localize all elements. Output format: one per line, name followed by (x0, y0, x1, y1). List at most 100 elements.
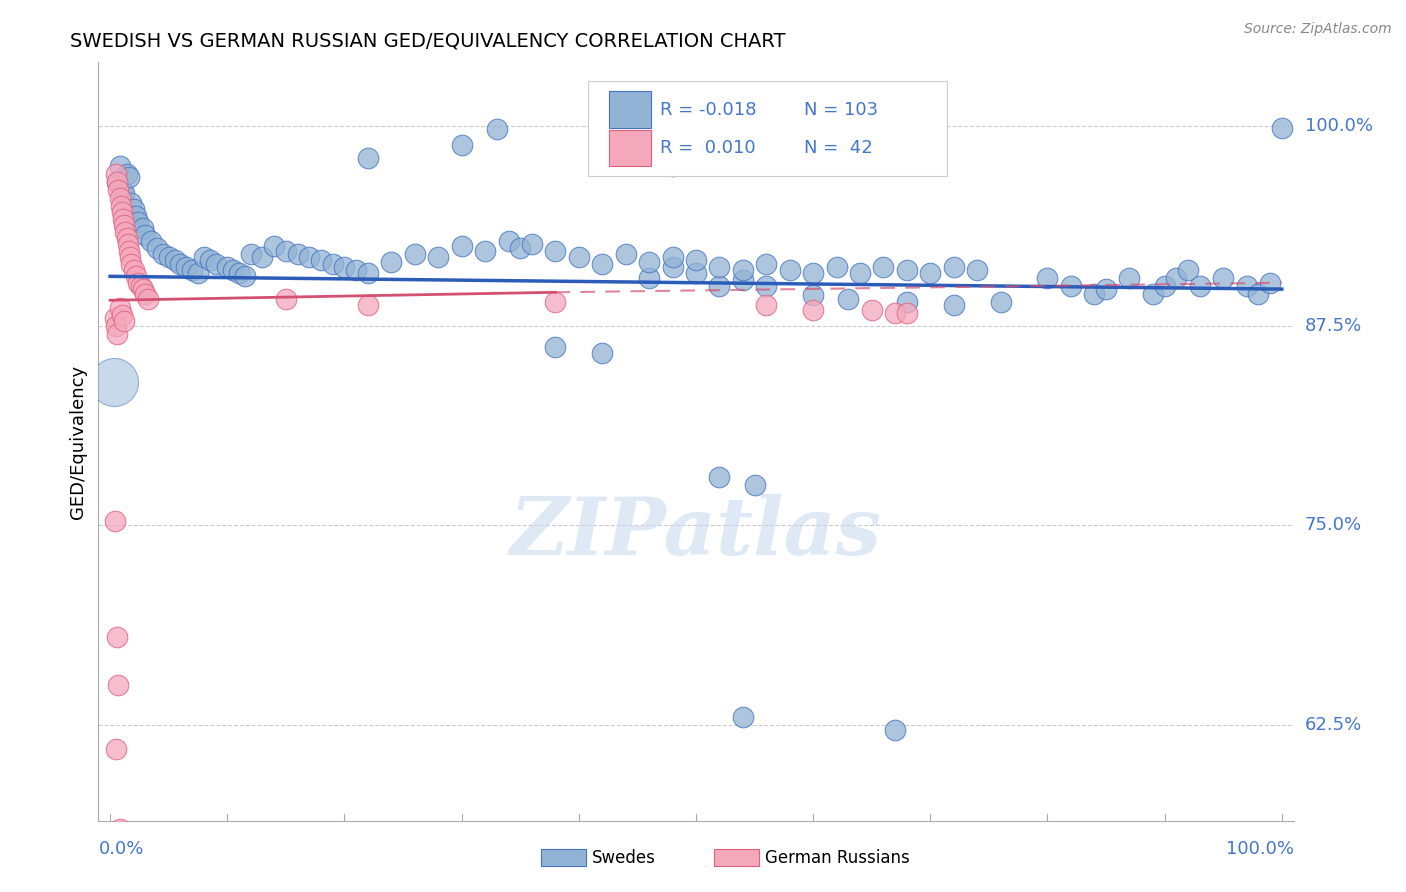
Text: SWEDISH VS GERMAN RUSSIAN GED/EQUIVALENCY CORRELATION CHART: SWEDISH VS GERMAN RUSSIAN GED/EQUIVALENC… (70, 31, 786, 50)
Text: 0.0%: 0.0% (98, 839, 143, 857)
Point (860, 302, 883, 317)
Point (146, 241, 169, 255)
Point (129, 279, 152, 293)
Point (801, 266, 824, 280)
Point (105, 175, 128, 189)
Point (709, 470, 731, 484)
Point (1258, 276, 1281, 290)
Point (685, 143, 707, 157)
Point (322, 256, 344, 270)
Point (193, 250, 215, 264)
Point (801, 302, 824, 317)
Point (222, 263, 245, 277)
Point (263, 239, 285, 253)
Point (105, 318, 128, 333)
Point (125, 269, 148, 284)
Point (127, 276, 149, 290)
Point (357, 151, 380, 165)
Point (105, 326, 128, 341)
Point (252, 250, 274, 264)
Text: 100.0%: 100.0% (1305, 117, 1372, 136)
Point (105, 175, 128, 189)
Point (298, 250, 321, 264)
Point (1095, 282, 1118, 296)
Point (942, 298, 965, 312)
Point (990, 294, 1012, 309)
Point (661, 260, 683, 274)
Point (357, 298, 380, 312)
Point (1118, 271, 1140, 285)
FancyBboxPatch shape (541, 849, 586, 866)
Point (474, 244, 496, 258)
Point (169, 256, 191, 270)
FancyBboxPatch shape (609, 91, 651, 128)
Text: 100.0%: 100.0% (1226, 839, 1294, 857)
Point (134, 286, 156, 301)
Point (239, 247, 262, 261)
Point (755, 256, 778, 270)
Point (1166, 271, 1188, 285)
Point (108, 159, 131, 173)
Point (920, 266, 942, 280)
Point (141, 234, 163, 248)
Y-axis label: GED/Equivalency: GED/Equivalency (69, 365, 87, 518)
Point (755, 279, 778, 293)
Point (709, 279, 731, 293)
Point (115, 167, 138, 181)
Point (274, 292, 297, 306)
Point (132, 221, 155, 235)
Text: Swedes: Swedes (592, 849, 655, 867)
Point (134, 227, 156, 242)
Point (309, 253, 332, 268)
Point (181, 263, 204, 277)
Point (450, 138, 472, 153)
Point (108, 822, 131, 836)
Point (709, 260, 731, 274)
Point (344, 263, 367, 277)
Text: N = 103: N = 103 (804, 101, 877, 119)
Point (779, 263, 801, 277)
Point (122, 263, 145, 277)
Point (107, 678, 129, 692)
Text: 75.0%: 75.0% (1305, 516, 1362, 534)
Point (1060, 279, 1083, 293)
Point (357, 266, 380, 280)
Point (152, 247, 174, 261)
Point (509, 241, 531, 255)
Point (1247, 286, 1270, 301)
Point (1177, 263, 1199, 277)
Point (287, 247, 309, 261)
Point (112, 219, 135, 233)
Point (112, 211, 135, 226)
Point (333, 260, 356, 274)
Point (450, 239, 472, 253)
Point (591, 346, 613, 360)
Text: N =  42: N = 42 (804, 139, 872, 157)
Point (544, 244, 567, 258)
Point (685, 266, 707, 280)
Point (1142, 286, 1164, 301)
Point (103, 375, 125, 389)
FancyBboxPatch shape (609, 129, 651, 166)
Point (661, 159, 683, 173)
Point (204, 256, 226, 270)
Point (638, 255, 661, 269)
Point (112, 186, 135, 201)
Point (884, 723, 907, 737)
FancyBboxPatch shape (714, 849, 759, 866)
Text: Source: ZipAtlas.com: Source: ZipAtlas.com (1244, 22, 1392, 37)
Point (120, 195, 142, 210)
Point (217, 260, 239, 274)
Point (105, 630, 128, 644)
Point (115, 231, 138, 245)
Point (872, 260, 894, 274)
Point (187, 266, 209, 280)
Point (614, 247, 637, 261)
Text: R =  0.010: R = 0.010 (661, 139, 756, 157)
Point (544, 294, 567, 309)
Point (685, 253, 707, 268)
Point (111, 205, 134, 219)
Point (896, 263, 918, 277)
Point (112, 314, 135, 328)
Point (1271, 120, 1294, 135)
